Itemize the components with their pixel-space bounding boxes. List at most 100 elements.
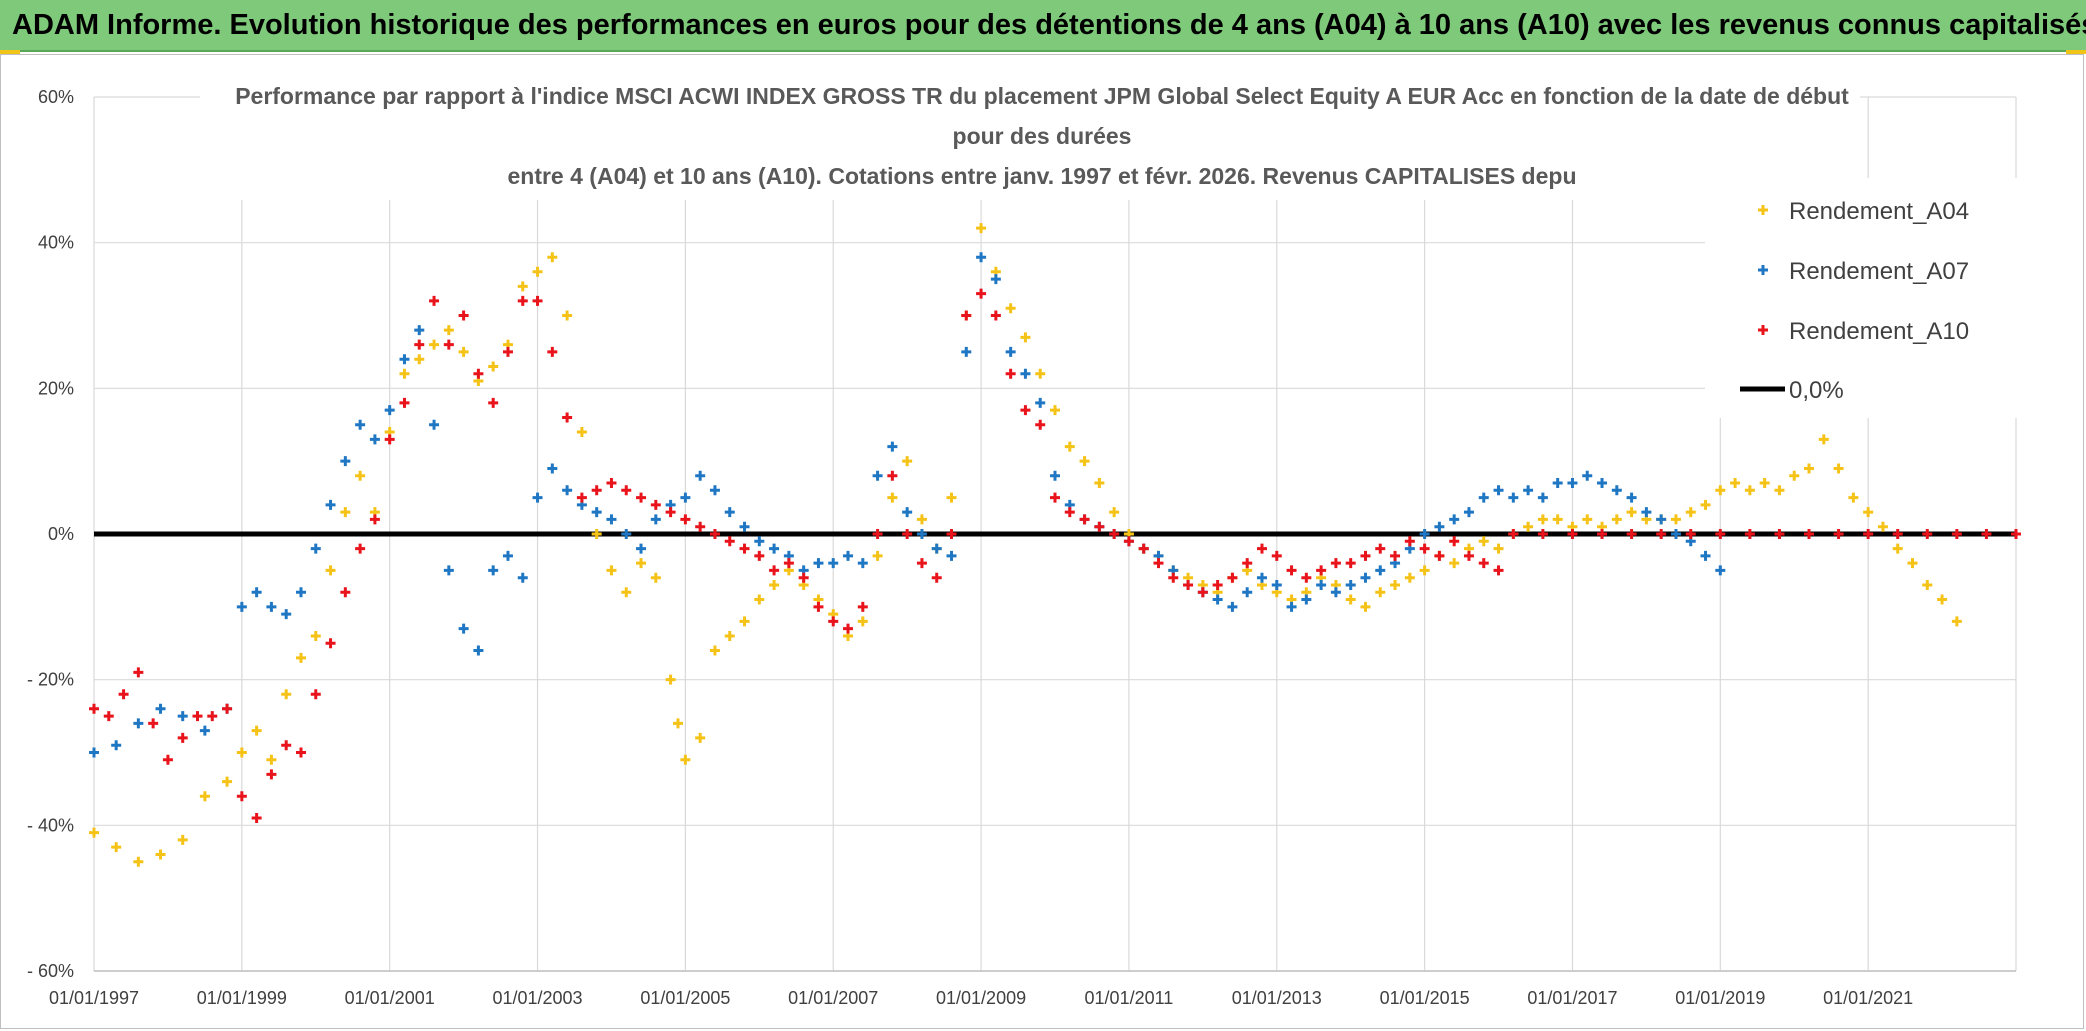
y-tick-label: 20% bbox=[38, 378, 74, 398]
data-point bbox=[680, 754, 691, 765]
data-point bbox=[636, 492, 647, 503]
data-point bbox=[1715, 565, 1726, 576]
data-point bbox=[399, 354, 410, 365]
data-point bbox=[562, 412, 573, 423]
data-point bbox=[473, 368, 484, 379]
data-point bbox=[1863, 507, 1874, 518]
data-point bbox=[1981, 529, 1992, 539]
data-point bbox=[1567, 529, 1578, 539]
data-point bbox=[1271, 550, 1282, 561]
data-point bbox=[414, 354, 425, 365]
x-tick-label: 01/01/2009 bbox=[936, 988, 1026, 1008]
data-point bbox=[990, 274, 1001, 285]
series-rendement-a07 bbox=[89, 252, 1726, 758]
data-point bbox=[1020, 405, 1031, 416]
data-point bbox=[133, 856, 144, 867]
data-point bbox=[1951, 529, 1962, 539]
data-point bbox=[916, 529, 927, 539]
data-point bbox=[665, 674, 676, 685]
data-point bbox=[133, 718, 144, 729]
data-point bbox=[636, 558, 647, 569]
data-point bbox=[1804, 529, 1815, 539]
data-point bbox=[1316, 579, 1327, 590]
data-point bbox=[1109, 507, 1120, 518]
chart-title: Performance par rapport à l'indice MSCI … bbox=[200, 76, 1860, 200]
data-point bbox=[89, 827, 99, 838]
data-point bbox=[1064, 441, 1075, 452]
data-point bbox=[1449, 536, 1460, 547]
data-point bbox=[325, 565, 336, 576]
data-point bbox=[155, 703, 166, 714]
data-point bbox=[872, 529, 883, 539]
data-point bbox=[1582, 470, 1593, 481]
data-point bbox=[1404, 536, 1415, 547]
title-background bbox=[200, 76, 1860, 200]
data-point bbox=[532, 266, 543, 277]
data-point bbox=[1626, 529, 1637, 539]
data-point bbox=[1611, 485, 1622, 496]
data-point bbox=[1641, 507, 1652, 518]
data-point bbox=[1301, 594, 1312, 605]
data-point bbox=[429, 295, 440, 306]
x-tick-labels: 01/01/1997 01/01/1999 01/01/2001 01/01/2003… bbox=[49, 988, 1913, 1008]
y-tick-labels: 60% 40% 20% 0% - 20% - 40% - 60% bbox=[27, 87, 74, 981]
data-point bbox=[724, 630, 735, 641]
data-point bbox=[1035, 368, 1046, 379]
data-point bbox=[1094, 521, 1105, 532]
data-point bbox=[724, 536, 735, 547]
data-point bbox=[695, 470, 706, 481]
data-point bbox=[1168, 572, 1179, 583]
data-point bbox=[1789, 470, 1800, 481]
data-point bbox=[1005, 303, 1016, 314]
data-point bbox=[650, 572, 661, 583]
data-point bbox=[295, 747, 306, 758]
data-point bbox=[1818, 434, 1829, 445]
data-point bbox=[931, 543, 942, 554]
legend-entry: 0,0% bbox=[1789, 377, 1844, 404]
title-line: Performance par rapport à l'indice MSCI … bbox=[235, 83, 1849, 109]
data-point bbox=[266, 601, 277, 612]
data-point bbox=[1774, 485, 1785, 496]
legend-background bbox=[1705, 178, 2025, 418]
x-tick-label: 01/01/1999 bbox=[197, 988, 287, 1008]
data-point bbox=[222, 776, 233, 787]
x-tick-label: 01/01/2021 bbox=[1823, 988, 1913, 1008]
y-tick-label: - 20% bbox=[27, 670, 74, 690]
data-point bbox=[1390, 579, 1401, 590]
data-point bbox=[739, 543, 750, 554]
data-point bbox=[414, 325, 425, 336]
x-tick-label: 01/01/2007 bbox=[788, 988, 878, 1008]
data-point bbox=[414, 339, 425, 350]
data-point bbox=[1493, 543, 1504, 554]
data-point bbox=[103, 711, 114, 722]
data-point bbox=[1123, 536, 1134, 547]
data-point bbox=[672, 718, 683, 729]
data-point bbox=[443, 325, 454, 336]
data-point bbox=[133, 667, 144, 678]
data-point bbox=[429, 339, 440, 350]
banner-corner-left bbox=[0, 50, 20, 54]
data-point bbox=[111, 842, 122, 853]
data-point bbox=[340, 587, 351, 598]
data-point bbox=[1035, 419, 1046, 430]
data-point bbox=[1286, 601, 1297, 612]
data-point bbox=[1286, 565, 1297, 576]
data-point bbox=[199, 791, 210, 802]
data-point bbox=[1907, 558, 1918, 569]
data-point bbox=[355, 419, 366, 430]
data-point bbox=[1212, 594, 1223, 605]
data-point bbox=[946, 550, 957, 561]
data-point bbox=[1582, 514, 1593, 525]
data-point bbox=[961, 346, 972, 357]
data-point bbox=[1375, 587, 1386, 598]
data-point bbox=[843, 550, 854, 561]
banner-corner-right bbox=[2066, 50, 2086, 54]
data-point bbox=[1345, 558, 1356, 569]
data-point bbox=[1523, 521, 1534, 532]
data-point bbox=[813, 558, 824, 569]
data-point bbox=[1256, 543, 1267, 554]
data-point bbox=[177, 732, 188, 743]
data-point bbox=[1212, 579, 1223, 590]
data-point bbox=[2011, 529, 2021, 539]
legend-entry: Rendement_A04 bbox=[1789, 198, 1969, 225]
